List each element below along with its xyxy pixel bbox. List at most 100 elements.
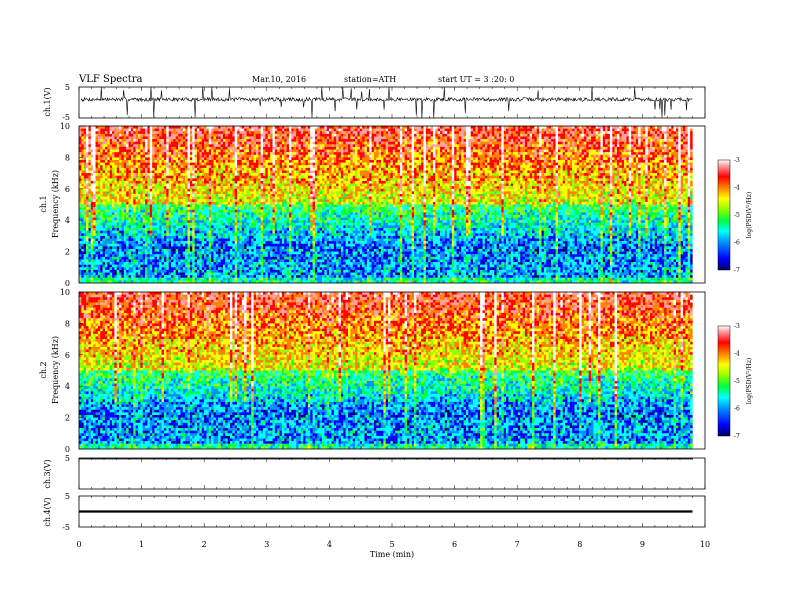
spectrogram-cell: [322, 154, 325, 158]
spectrogram-cell: [369, 170, 372, 174]
spectrogram-cell: [480, 126, 483, 129]
spectrogram-cell: [456, 141, 460, 145]
spectrogram-cell: [461, 136, 464, 140]
spectrogram-cell: [482, 167, 485, 171]
spectrogram-cell: [520, 126, 523, 129]
spectrogram-cell: [90, 165, 94, 169]
spectrogram-cell: [86, 131, 89, 134]
spectrogram-cell: [553, 162, 556, 166]
spectrogram-cell: [114, 128, 117, 132]
spectrogram-cell: [303, 146, 306, 150]
spectrogram-cell: [513, 165, 516, 169]
spectrogram-cell: [126, 162, 129, 166]
spectrogram-cell: [303, 160, 306, 163]
spectrogram-cell: [605, 141, 608, 145]
spectrogram-cell: [239, 149, 242, 153]
spectrogram-cell: [194, 144, 198, 148]
spectrogram-cell: [95, 165, 99, 169]
spectrogram-cell: [430, 146, 434, 150]
spectrogram-cell: [196, 139, 200, 142]
spectrogram-cell: [635, 144, 639, 148]
spectrogram-cell: [437, 154, 441, 158]
spectrogram-cell: [373, 167, 377, 171]
spectrogram-cell: [211, 170, 214, 174]
spectrogram-cell: [246, 126, 250, 129]
spectrogram-cell: [406, 149, 410, 153]
spectrogram-cell: [255, 131, 259, 134]
spectrogram-cell: [631, 144, 634, 148]
spectrogram-cell: [539, 162, 542, 166]
spectrogram-cell: [440, 128, 443, 132]
spectrogram-cell: [159, 170, 162, 174]
spectrogram-cell: [624, 144, 627, 148]
spectrogram-cell: [581, 149, 585, 153]
spectrogram-cell: [225, 162, 228, 166]
spectrogram-cell: [598, 154, 601, 158]
spectrogram-cell: [565, 126, 568, 129]
spectrogram-cell: [616, 128, 620, 132]
spectrogram-cell: [347, 128, 351, 132]
spectrogram-cell: [376, 139, 379, 142]
spectrogram-cell: [416, 133, 419, 137]
spectrogram-cell: [163, 170, 167, 174]
spectrogram-cell: [215, 128, 219, 132]
spectrogram-cell: [652, 139, 655, 142]
spectrogram-cell: [631, 139, 634, 142]
spectrogram-cell: [312, 173, 316, 176]
spectrogram-cell: [192, 160, 195, 163]
spectrogram-cell: [517, 136, 521, 140]
spectrogram-cell: [340, 154, 344, 158]
spectrogram-cell: [673, 160, 677, 163]
spectrogram-cell: [557, 154, 561, 158]
spectrogram-cell: [156, 144, 160, 148]
spectrogram-cell: [579, 144, 582, 148]
spectrogram-cell: [114, 154, 117, 158]
spectrogram-cell: [508, 131, 511, 134]
spectrogram-cell: [392, 154, 396, 158]
spectrogram-cell: [409, 165, 412, 169]
spectrogram-cell: [591, 133, 594, 137]
spectrogram-cell: [284, 170, 287, 174]
spectrogram-cell: [104, 154, 108, 158]
spectrogram-cell: [440, 173, 443, 176]
spectrogram-cell: [520, 157, 523, 161]
spectrogram-cell: [352, 126, 356, 129]
spectrogram-cell: [345, 144, 349, 148]
spectrogram-cell: [293, 133, 297, 137]
spectrogram-cell: [355, 126, 358, 129]
spectrogram-cell: [449, 133, 452, 137]
spectrogram-cell: [376, 167, 379, 171]
spectrogram-cell: [305, 165, 309, 169]
spectrogram-cell: [251, 131, 254, 134]
spectrogram-cell: [503, 173, 507, 176]
spectrogram-cell: [411, 162, 415, 166]
spectrogram-cell: [588, 141, 592, 145]
spectrogram-cell: [557, 144, 561, 148]
spectrogram-cell: [373, 165, 377, 169]
spectrogram-cell: [444, 131, 448, 134]
spectrogram-cell: [373, 170, 377, 174]
spectrogram-cell: [609, 154, 613, 158]
spectrogram-cell: [560, 128, 563, 132]
spectrogram-cell: [404, 136, 408, 140]
spectrogram-cell: [633, 165, 636, 169]
spectrogram-cell: [199, 160, 202, 163]
spectrogram-cell: [607, 167, 611, 171]
spectrogram-cell: [373, 131, 377, 134]
spectrogram-cell: [593, 146, 596, 150]
spectrogram-cell: [333, 154, 337, 158]
spectrogram-cell: [572, 128, 575, 132]
spectrogram-cell: [671, 160, 674, 163]
spectrogram-cell: [418, 144, 422, 148]
spectrogram-cell: [515, 167, 519, 171]
spectrogram-cell: [182, 146, 186, 150]
spectrogram-cell: [239, 154, 242, 158]
spectrogram-cell: [666, 160, 670, 163]
spectrogram-cell: [90, 126, 94, 129]
spectrogram-cell: [237, 162, 240, 166]
spectrogram-cell: [166, 162, 169, 166]
spectrogram-cell: [95, 133, 99, 137]
spectrogram-cell: [107, 146, 110, 150]
spectrogram-cell: [458, 133, 462, 137]
spectrogram-cell: [357, 133, 360, 137]
